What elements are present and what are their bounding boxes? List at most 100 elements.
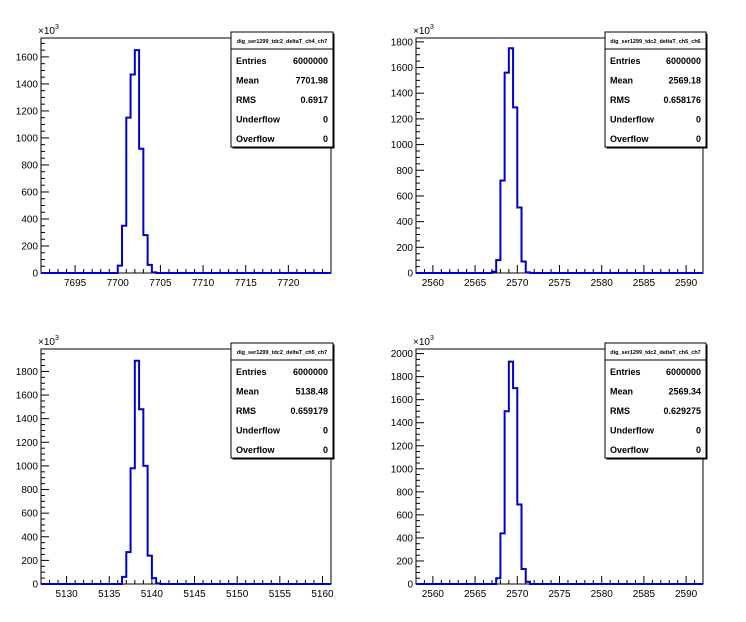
- y-tick-label: 1000: [16, 133, 39, 144]
- y-tick-label: 400: [396, 533, 413, 544]
- histogram-bin: [492, 272, 496, 273]
- histogram-bin: [156, 583, 160, 584]
- y-tick-label: 1800: [391, 37, 414, 48]
- histogram-bin: [517, 208, 521, 273]
- x-tick-label: 7705: [149, 278, 172, 289]
- stats-label: Overflow: [610, 445, 650, 455]
- stats-label: Mean: [236, 76, 259, 86]
- histogram-bin: [152, 272, 156, 273]
- histogram-line: [41, 49, 331, 274]
- stats-box: dig_ser1299_tdc2_deltaT_ch6_ch7 Entries 60…: [604, 342, 708, 460]
- histogram-bin: [118, 266, 122, 273]
- x-tick-label: 7695: [64, 278, 87, 289]
- y-tick-label: 1000: [16, 461, 39, 472]
- y-tick-label: 2000: [391, 349, 414, 360]
- histogram-bin: [126, 118, 130, 273]
- x-tick-label: 2570: [506, 589, 529, 600]
- stats-value: 0: [696, 426, 701, 436]
- y-tick-label: 600: [21, 187, 38, 198]
- stats-value: 6000000: [666, 56, 701, 66]
- stats-label: Entries: [610, 56, 641, 66]
- x-tick-label: 5160: [311, 589, 334, 600]
- y-tick-label: 800: [21, 160, 38, 171]
- stats-title: dig_ser1299_tdc2_deltaT_ch5_ch7: [237, 350, 328, 356]
- histogram-bin: [152, 578, 156, 584]
- y-tick-label: 1600: [391, 63, 414, 74]
- histogram-panel-2: 2560 2565 2570 2575 2580 2585 2590 0 200 400 600 80…: [391, 24, 708, 289]
- x-tick-label: 7710: [192, 278, 215, 289]
- stats-value: 0.629275: [663, 406, 701, 416]
- stats-value: 0.6917: [300, 95, 328, 105]
- stats-label: Mean: [236, 387, 259, 397]
- stats-box-frame: [230, 31, 334, 148]
- stats-label: Mean: [610, 76, 633, 86]
- y-tick-label: 1400: [391, 418, 414, 429]
- y-tick-label: 1200: [391, 441, 414, 452]
- histogram-bin: [143, 235, 147, 273]
- stats-value: 0: [323, 115, 328, 125]
- y-tick-label: 200: [396, 556, 413, 567]
- histogram-bin: [509, 362, 513, 584]
- histogram-bin: [522, 261, 526, 273]
- x-tick-label: 2565: [464, 278, 487, 289]
- histogram-line: [41, 359, 331, 585]
- stats-label: RMS: [236, 95, 256, 105]
- stats-value: 0: [696, 445, 701, 455]
- stats-value: 7701.98: [295, 76, 328, 86]
- stats-label: Mean: [610, 387, 633, 397]
- stats-value: 5138.48: [295, 387, 328, 397]
- stats-box-frame: [230, 342, 334, 459]
- y-multiplier: ×103: [38, 335, 59, 348]
- y-tick-label: 1400: [16, 414, 39, 425]
- stats-value: 0: [323, 445, 328, 455]
- stats-value: 0.659179: [290, 406, 328, 416]
- histogram-bin: [496, 578, 500, 584]
- histogram-bin: [143, 466, 147, 584]
- stats-value: 0: [323, 426, 328, 436]
- y-tick-label: 1000: [391, 140, 414, 151]
- histogram-panel-4: 2560 2565 2570 2575 2580 2585 2590 0 200 400 600 80…: [391, 335, 708, 600]
- y-tick-label: 1800: [391, 372, 414, 383]
- stats-label: Overflow: [236, 445, 276, 455]
- y-tick-label: 200: [396, 243, 413, 254]
- stats-title: dig_ser1299_tdc2_deltaT_ch5_ch6: [610, 39, 701, 45]
- y-tick-label: 800: [21, 485, 38, 496]
- x-tick-label: 2560: [422, 278, 445, 289]
- stats-value: 0: [696, 134, 701, 144]
- histogram-bin: [135, 50, 139, 273]
- y-tick-label: 1800: [16, 367, 39, 378]
- stats-label: Overflow: [610, 134, 650, 144]
- stats-box: dig_ser1299_tdc2_deltaT_ch5_ch7 Entries 60…: [230, 342, 335, 460]
- x-tick-label: 2565: [464, 589, 487, 600]
- y-multiplier: ×103: [413, 335, 434, 348]
- stats-label: Overflow: [236, 134, 276, 144]
- stats-label: Underflow: [236, 426, 281, 436]
- x-tick-label: 5155: [269, 589, 292, 600]
- stats-value: 2569.18: [668, 76, 701, 86]
- stats-title: dig_ser1299_tdc2_deltaT_ch4_ch7: [237, 39, 328, 45]
- x-tick-label: 5150: [226, 589, 249, 600]
- histogram-bin: [517, 505, 521, 584]
- x-tick-label: 7700: [107, 278, 130, 289]
- stats-box: dig_ser1299_tdc2_deltaT_ch4_ch7 Entries 60…: [230, 31, 335, 149]
- y-tick-label: 1400: [391, 89, 414, 100]
- histogram-bin: [513, 388, 517, 584]
- y-tick-label: 600: [396, 191, 413, 202]
- stats-title: dig_ser1299_tdc2_deltaT_ch6_ch7: [610, 350, 701, 356]
- histogram-bin: [122, 577, 126, 584]
- histogram-bin: [496, 260, 500, 273]
- x-tick-label: 2585: [633, 278, 656, 289]
- y-tick-label: 400: [21, 532, 38, 543]
- y-tick-label: 0: [407, 269, 413, 280]
- stats-box-frame: [604, 342, 707, 459]
- histogram-line: [416, 360, 703, 585]
- histogram-bin: [500, 533, 504, 584]
- y-tick-label: 1200: [16, 106, 39, 117]
- stats-value: 0.658176: [663, 95, 701, 105]
- x-tick-label: 5140: [141, 589, 164, 600]
- histogram-bin: [131, 468, 135, 584]
- x-tick-label: 2590: [675, 589, 698, 600]
- stats-box: dig_ser1299_tdc2_deltaT_ch5_ch6 Entries 60…: [604, 31, 708, 149]
- stats-label: Entries: [610, 367, 641, 377]
- histogram-line: [416, 47, 703, 274]
